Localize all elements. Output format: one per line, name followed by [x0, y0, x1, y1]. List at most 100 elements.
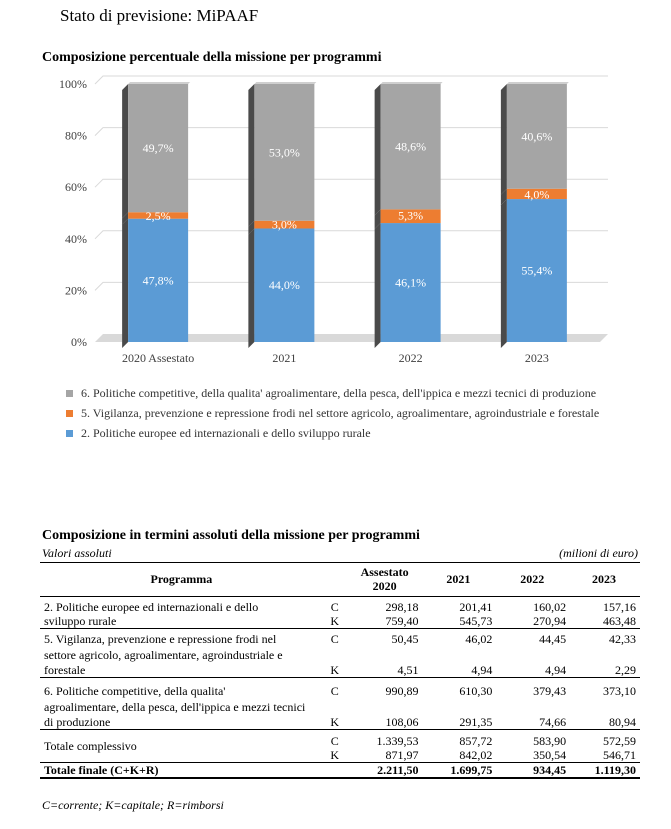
table-left-note: Valori assoluti: [42, 546, 112, 560]
cell-value: 934,45: [496, 762, 571, 779]
cell-value: 857,72: [459, 733, 493, 748]
bar-segment: [506, 84, 567, 189]
bar-segment: [380, 223, 441, 342]
cell-value: 4,94: [496, 661, 571, 678]
bar-segment: [506, 188, 567, 200]
header-2022: 2022: [496, 562, 571, 597]
bar-segment: [128, 218, 189, 342]
cell-value: 546,71: [570, 747, 640, 763]
bar-top-face: [506, 82, 569, 84]
table-row: settore agricolo, agroalimentare, agroin…: [40, 646, 640, 662]
table-row-totale-c: Totale complessivo C 1.339,53 857,72 583…: [40, 729, 640, 763]
table-row-totale-k: K 871,97 842,02 350,54 546,71: [40, 747, 640, 763]
table-title: Composizione in termini assoluti della m…: [42, 528, 420, 543]
gridline: [94, 75, 608, 85]
table-units-row: Valori assoluti (milioni di euro): [42, 546, 638, 561]
programma-label: di produzione: [40, 713, 323, 730]
legend-label: 6. Politiche competitive, della qualita'…: [81, 386, 597, 400]
x-tick-label: 2022: [399, 351, 423, 365]
cell-value: 44,45: [539, 631, 567, 646]
code-c: C: [330, 733, 339, 748]
x-tick-label: 2021: [272, 351, 296, 365]
plot-floor: [95, 334, 608, 342]
code-c: C: [330, 599, 339, 614]
bar-side-face: [500, 188, 507, 206]
chart-title: Composizione percentuale della missione …: [42, 50, 382, 65]
bar-side-face: [500, 84, 507, 195]
bar-top-face: [380, 82, 443, 84]
table-row: forestale K 4,51 4,94 4,94 2,29: [40, 661, 640, 678]
legend-item-programma-6: 6. Politiche competitive, della qualita'…: [66, 386, 626, 401]
data-label: 5,3%: [398, 208, 423, 222]
legend-swatch-gray: [66, 390, 73, 397]
header-programma: Programma: [40, 562, 323, 597]
cell-value: 2.211,50: [346, 762, 423, 779]
programma-label: forestale: [40, 661, 323, 678]
cell-value: 4,94: [422, 661, 497, 678]
bar-side-face: [374, 209, 381, 230]
bar-side-face: [374, 84, 381, 216]
data-label: 46,1%: [395, 276, 426, 290]
legend-swatch-orange: [66, 410, 73, 417]
data-label: 3,0%: [272, 218, 297, 232]
programma-label: settore agricolo, agroalimentare, agroin…: [44, 647, 283, 662]
programma-label: 2. Politiche europee ed internazionali e…: [44, 599, 259, 614]
cell-value: 583,90: [533, 733, 567, 748]
stacked-bar-chart: 0% 20% 40% 60% 80% 100% 47,8% 2,5% 49,7% 2020 Ass…: [59, 75, 608, 365]
cell-value: 108,06: [346, 713, 423, 730]
cell-value: 2,29: [570, 661, 640, 678]
header-2023: 2023: [570, 562, 640, 597]
data-label: 40,6%: [521, 129, 552, 143]
y-tick-label: 100%: [59, 77, 87, 91]
cell-value: 350,54: [496, 747, 571, 763]
cell-value: 4,51: [346, 661, 423, 678]
page-title: Stato di previsione: MiPAAF: [60, 6, 259, 25]
table-row: sviluppo rurale K 759,40 545,73 270,94 4…: [40, 613, 640, 629]
bar-segment: [254, 228, 315, 342]
code-k: K: [322, 747, 347, 763]
cell-value: 990,89: [385, 683, 419, 698]
cell-value: 373,10: [603, 683, 636, 698]
cell-value: 50,45: [391, 631, 419, 646]
cell-value: 291,35: [422, 713, 497, 730]
plot-back-wall: [103, 76, 608, 334]
bar-segment: [506, 199, 567, 342]
cell-value: 157,16: [603, 599, 636, 614]
data-label: 48,6%: [395, 140, 426, 154]
bar-side-face: [374, 223, 381, 348]
table-row: agroalimentare, della pesca, dell'ippica…: [40, 698, 640, 714]
cell-value: 759,40: [346, 613, 423, 629]
cell-value: 545,73: [422, 613, 497, 629]
data-label: 44,0%: [269, 278, 300, 292]
cell-value: 298,18: [385, 599, 419, 614]
legend-item-programma-5: 5. Vigilanza, prevenzione e repressione …: [66, 406, 626, 421]
cell-value: 1.119,30: [570, 762, 640, 779]
code-k: K: [322, 713, 347, 730]
cell-value: 270,94: [496, 613, 571, 629]
bar-side-face: [122, 212, 129, 225]
table-row: 6. Politiche competitive, della qualita'…: [40, 678, 640, 698]
programma-label: sviluppo rurale: [40, 613, 323, 629]
bar-side-face: [122, 84, 129, 219]
bar-segment: [128, 84, 189, 213]
cell-value: 871,97: [346, 747, 423, 763]
x-tick-label: 2020 Assestato: [122, 351, 194, 365]
cell-value: 74,66: [496, 713, 571, 730]
programma-label: 5. Vigilanza, prevenzione e repressione …: [44, 631, 277, 646]
cell-value: 572,59: [603, 733, 636, 748]
table-row: 5. Vigilanza, prevenzione e repressione …: [40, 629, 640, 646]
bar-top-face: [254, 82, 317, 84]
bar-side-face: [248, 220, 255, 235]
bar-segment: [128, 212, 189, 219]
y-tick-label: 40%: [65, 232, 87, 246]
bar-segment: [254, 84, 315, 221]
bar-side-face: [122, 218, 129, 348]
cell-value: 463,48: [570, 613, 640, 629]
header-2021: 2021: [422, 562, 497, 597]
code-k: K: [322, 661, 347, 678]
code-c: C: [330, 631, 339, 646]
programma-label: agroalimentare, della pesca, dell'ippica…: [44, 699, 306, 714]
data-label: 2,5%: [146, 209, 171, 223]
bar-segment: [380, 209, 441, 224]
bar-segment: [254, 220, 315, 229]
